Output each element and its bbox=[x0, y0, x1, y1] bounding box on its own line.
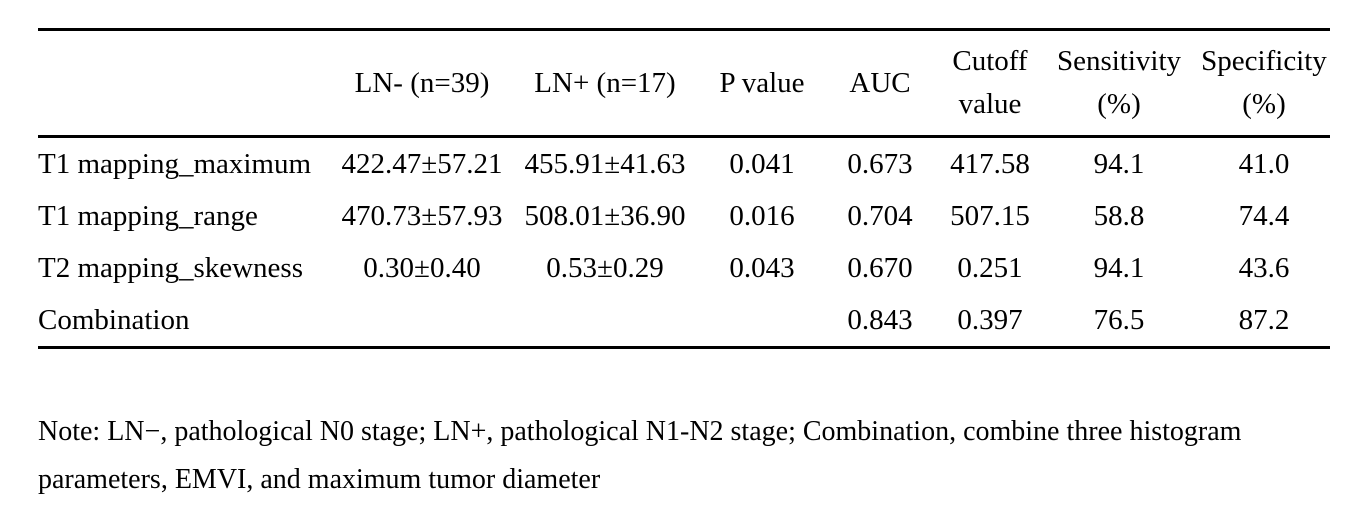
cell-auc: 0.843 bbox=[847, 304, 913, 336]
row-label: Combination bbox=[38, 304, 190, 336]
cell-cutoff-value: 507.15 bbox=[950, 200, 1030, 232]
table-header: LN- (n=39) LN+ (n=17) P value AUC Cutoff… bbox=[38, 29, 1330, 138]
cell-specificity: 43.6 bbox=[1238, 252, 1290, 284]
cell-specificity: 74.4 bbox=[1238, 200, 1290, 232]
cell-p-value: 0.043 bbox=[729, 252, 795, 284]
col-header-p-value: P value bbox=[704, 29, 820, 138]
cell-auc: 0.704 bbox=[847, 200, 913, 232]
note-line-2: parameters, EMVI, and maximum tumor diam… bbox=[38, 464, 601, 495]
cell-sensitivity: 94.1 bbox=[1093, 252, 1145, 284]
cell-sensitivity: 58.8 bbox=[1093, 200, 1145, 232]
cell-auc: 0.670 bbox=[847, 252, 913, 284]
col-header-sensitivity: Sensitivity (%) bbox=[1040, 29, 1198, 138]
results-table: LN- (n=39) LN+ (n=17) P value AUC Cutoff… bbox=[38, 28, 1330, 349]
cell-ln-positive: 508.01±36.90 bbox=[524, 200, 686, 232]
table-row-t2-mapping-skewness: T2 mapping_skewness 0.30±0.40 0.53±0.29 … bbox=[38, 242, 1330, 294]
note-line-1: Note: LN−, pathological N0 stage; LN+, p… bbox=[38, 416, 1242, 447]
cell-ln-positive: 455.91±41.63 bbox=[524, 148, 686, 180]
cell-auc: 0.673 bbox=[847, 148, 913, 180]
table-body: T1 mapping_maximum 422.47±57.21 455.91±4… bbox=[38, 137, 1330, 348]
col-header-cutoff-value: Cutoff value bbox=[940, 29, 1040, 138]
cell-specificity: 41.0 bbox=[1238, 148, 1290, 180]
cell-cutoff-value: 0.251 bbox=[957, 252, 1023, 284]
cell-p-value bbox=[704, 294, 820, 348]
cell-ln-negative bbox=[338, 294, 506, 348]
cell-sensitivity: 76.5 bbox=[1093, 304, 1145, 336]
table-note: Note: LN−, pathological N0 stage; LN+, p… bbox=[38, 408, 1350, 504]
cell-ln-positive bbox=[506, 294, 704, 348]
row-label: T1 mapping_range bbox=[38, 200, 258, 232]
cell-ln-negative: 422.47±57.21 bbox=[341, 148, 503, 180]
cell-cutoff-value: 0.397 bbox=[957, 304, 1023, 336]
cell-p-value: 0.016 bbox=[729, 200, 795, 232]
table-row-t1-mapping-range: T1 mapping_range 470.73±57.93 508.01±36.… bbox=[38, 190, 1330, 242]
header-row: LN- (n=39) LN+ (n=17) P value AUC Cutoff… bbox=[38, 29, 1330, 138]
table-row-combination: Combination 0.843 0.397 76.5 87.2 bbox=[38, 294, 1330, 348]
col-header-auc: AUC bbox=[820, 29, 940, 138]
cell-sensitivity: 94.1 bbox=[1093, 148, 1145, 180]
cell-ln-positive: 0.53±0.29 bbox=[546, 252, 664, 284]
col-header-specificity: Specificity (%) bbox=[1198, 29, 1330, 138]
cell-ln-negative: 470.73±57.93 bbox=[341, 200, 503, 232]
cell-p-value: 0.041 bbox=[729, 148, 795, 180]
cell-specificity: 87.2 bbox=[1238, 304, 1290, 336]
row-label: T2 mapping_skewness bbox=[38, 252, 303, 284]
col-header-empty bbox=[38, 29, 338, 138]
cell-ln-negative: 0.30±0.40 bbox=[363, 252, 481, 284]
col-header-ln-negative: LN- (n=39) bbox=[338, 29, 506, 138]
table-row-t1-mapping-maximum: T1 mapping_maximum 422.47±57.21 455.91±4… bbox=[38, 137, 1330, 191]
col-header-ln-positive: LN+ (n=17) bbox=[506, 29, 704, 138]
cell-cutoff-value: 417.58 bbox=[950, 148, 1030, 180]
row-label: T1 mapping_maximum bbox=[38, 148, 312, 180]
